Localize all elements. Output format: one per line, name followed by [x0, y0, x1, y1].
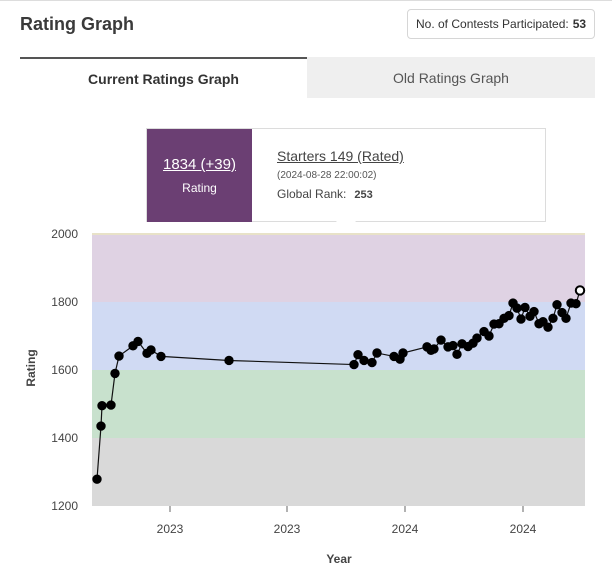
rating-point[interactable]: [224, 355, 234, 366]
rating-point[interactable]: [548, 313, 558, 324]
y-tick-label: 1200: [51, 499, 78, 513]
rating-point[interactable]: [552, 300, 562, 310]
top-divider: [0, 0, 612, 1]
rating-point[interactable]: [429, 344, 439, 354]
contests-participated-badge: No. of Contests Participated: 53: [407, 9, 596, 39]
x-tick-label: 2024: [392, 522, 419, 536]
rating-point[interactable]: [156, 351, 166, 362]
tooltip-rating-label: Rating: [182, 181, 217, 195]
y-tick-label: 2000: [51, 227, 78, 241]
y-axis-title: Rating: [24, 349, 38, 386]
tooltip-details: Starters 149 (Rated) (2024-08-28 22:00:0…: [277, 148, 404, 201]
rating-point[interactable]: [92, 474, 102, 484]
rating-point[interactable]: [398, 348, 408, 358]
rating-point[interactable]: [133, 336, 143, 347]
x-axis-ticks: 2023 2023 2024 2024: [157, 506, 537, 536]
rating-point[interactable]: [484, 331, 494, 341]
tab-current-ratings-graph[interactable]: Current Ratings Graph: [20, 57, 307, 98]
rating-band-2: [92, 302, 585, 370]
rating-point[interactable]: [448, 340, 458, 351]
graph-tabs: Current Ratings Graph Old Ratings Graph: [20, 57, 595, 98]
rating-point[interactable]: [512, 303, 522, 313]
rating-point[interactable]: [516, 314, 526, 324]
tooltip-rank-value: 253: [354, 189, 373, 201]
rating-series: [92, 285, 586, 484]
rating-point[interactable]: [543, 322, 553, 332]
rating-point[interactable]: [106, 400, 116, 410]
rating-point[interactable]: [571, 299, 581, 309]
rating-band-1: [92, 370, 585, 438]
rating-bands: [92, 233, 585, 506]
tooltip-rating-panel: 1834 (+39) Rating: [147, 129, 252, 222]
rating-point[interactable]: [96, 421, 106, 431]
rating-point[interactable]: [353, 350, 363, 360]
tooltip-rating-value[interactable]: 1834 (+39): [163, 156, 236, 173]
contests-label: No. of Contests Participated:: [416, 17, 569, 31]
y-tick-label: 1400: [51, 431, 78, 445]
rating-point[interactable]: [452, 349, 462, 360]
page-title: Rating Graph: [20, 14, 135, 34]
tooltip-contest-link[interactable]: Starters 149 (Rated): [277, 148, 404, 164]
tooltip-global-rank: Global Rank: 253: [277, 187, 404, 201]
x-axis-title: Year: [326, 552, 352, 566]
tab-old-ratings-graph[interactable]: Old Ratings Graph: [307, 57, 595, 98]
rating-point[interactable]: [472, 333, 482, 343]
rating-point[interactable]: [561, 313, 571, 324]
rating-point[interactable]: [436, 335, 446, 345]
tooltip-datetime: (2024-08-28 22:00:02): [277, 170, 377, 181]
rating-point[interactable]: [372, 348, 382, 358]
rating-point[interactable]: [97, 401, 107, 411]
contests-count: 53: [572, 17, 587, 31]
rating-point[interactable]: [359, 355, 369, 366]
rating-point[interactable]: [110, 368, 120, 379]
tooltip-pointer: [336, 221, 356, 233]
rating-line-chart: 1200 1400 1600 1800 2000 2023 2023 2024 2024 Ye…: [24, 227, 586, 566]
x-tick-label: 2023: [157, 522, 184, 536]
rating-point[interactable]: [520, 302, 530, 313]
x-tick-label: 2024: [510, 522, 537, 536]
x-tick-label: 2023: [274, 522, 301, 536]
rating-band-3: [92, 234, 585, 302]
rating-point[interactable]: [114, 351, 124, 361]
y-tick-label: 1800: [51, 295, 78, 309]
y-axis-ticks: 1200 1400 1600 1800 2000: [51, 227, 78, 513]
rating-point[interactable]: [349, 359, 359, 370]
contest-tooltip: 1834 (+39) Rating Starters 149 (Rated) (…: [146, 128, 546, 233]
y-tick-label: 1600: [51, 363, 78, 377]
highlighted-rating-point[interactable]: [574, 285, 586, 296]
rating-point[interactable]: [529, 306, 539, 317]
rating-point[interactable]: [367, 357, 377, 368]
rating-point[interactable]: [504, 310, 514, 321]
rating-band-0: [92, 438, 585, 506]
tooltip-rank-label: Global Rank:: [277, 187, 347, 201]
rating-point[interactable]: [146, 345, 156, 355]
